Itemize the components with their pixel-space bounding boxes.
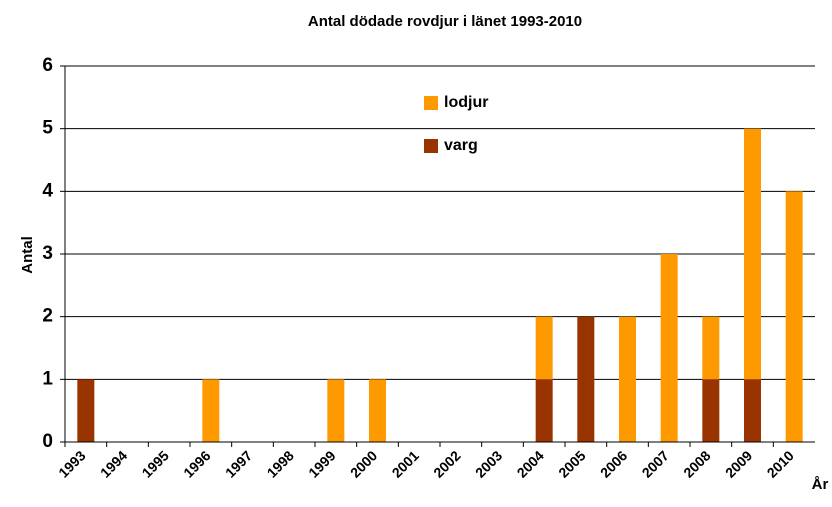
bar: [785, 191, 803, 442]
bar: [744, 379, 761, 442]
bar: [77, 379, 95, 442]
x-tick-label: 1993: [55, 447, 88, 480]
x-tick-label: 2004: [514, 447, 547, 480]
x-tick-label: 2008: [680, 447, 713, 480]
x-tick-label: 1998: [264, 447, 297, 480]
bar: [619, 316, 636, 442]
x-tick-label: 2003: [472, 447, 505, 480]
y-tick-label: 5: [42, 118, 53, 139]
y-tick-label: 3: [42, 243, 53, 264]
y-tick-label: 1: [42, 368, 53, 389]
x-axis-title: År: [812, 476, 829, 493]
x-tick-label: 2010: [764, 447, 797, 480]
bar: [202, 379, 220, 442]
x-tick-label: 2000: [347, 447, 380, 480]
bar: [535, 316, 553, 380]
y-tick-label: 0: [42, 431, 53, 452]
x-tick-label: 1995: [139, 447, 172, 480]
y-axis-title: Antal: [19, 236, 36, 274]
x-tick-label: 2009: [722, 447, 755, 480]
bar: [744, 128, 761, 380]
x-tick-label: 2002: [430, 447, 463, 480]
y-tick-label: 6: [42, 55, 53, 76]
x-tick-label: 2006: [597, 447, 630, 480]
x-tick-label: 1996: [180, 447, 213, 480]
x-tick-label: 2005: [555, 447, 588, 480]
x-tick-label: 2007: [639, 447, 672, 480]
chart-title: Antal dödade rovdjur i länet 1993-2010: [308, 13, 582, 30]
legend-swatch: [424, 96, 438, 110]
x-tick-label: 2001: [389, 447, 422, 480]
bar: [702, 316, 720, 380]
bar: [369, 379, 386, 442]
legend-label: lodjur: [444, 94, 488, 111]
bar: [660, 254, 678, 442]
x-tick-label: 1997: [222, 447, 255, 480]
x-tick-label: 1999: [305, 447, 338, 480]
bar: [577, 316, 595, 442]
y-tick-label: 2: [42, 306, 53, 327]
bar: [327, 379, 345, 442]
y-tick-label: 4: [42, 180, 53, 201]
x-tick-label: 1994: [97, 447, 130, 480]
bar: [535, 379, 553, 442]
legend-swatch: [424, 139, 438, 153]
bar: [702, 379, 720, 442]
legend-label: varg: [444, 137, 478, 154]
